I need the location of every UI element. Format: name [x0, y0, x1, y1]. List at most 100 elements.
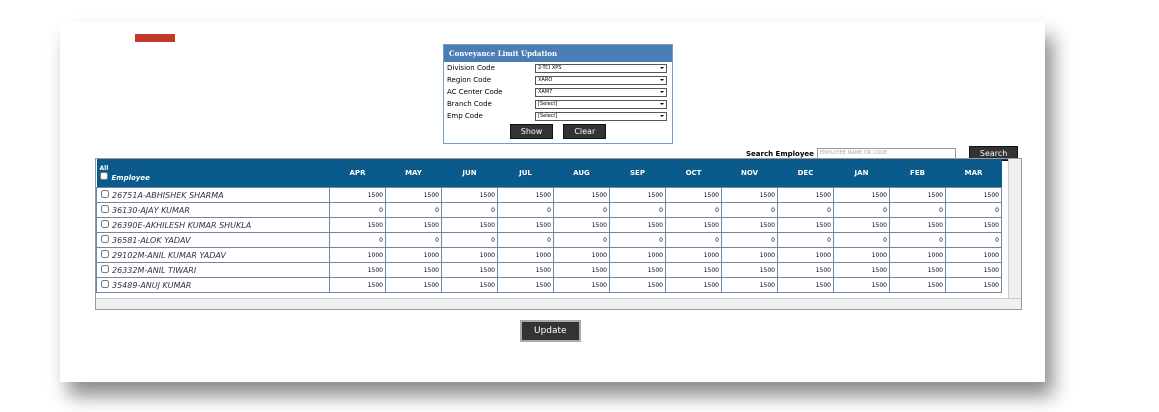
limit-input[interactable]: 0 [385, 202, 442, 218]
limit-input[interactable]: 0 [329, 202, 386, 218]
limit-input[interactable]: 0 [889, 232, 946, 248]
limit-input[interactable]: 1000 [665, 247, 722, 263]
limit-input[interactable]: 0 [833, 202, 890, 218]
limit-input[interactable]: 1500 [945, 217, 1002, 233]
limit-input[interactable]: 0 [945, 202, 1002, 218]
limit-input[interactable]: 1500 [553, 187, 610, 203]
field-select[interactable]: XARO [535, 75, 667, 85]
form-button[interactable]: Show [509, 124, 554, 139]
update-button[interactable]: Update [520, 320, 581, 342]
limit-input[interactable]: 1500 [665, 217, 722, 233]
limit-input[interactable]: 1500 [385, 187, 442, 203]
limit-input[interactable]: 0 [945, 232, 1002, 248]
limit-input[interactable]: 1500 [329, 217, 386, 233]
limit-input[interactable]: 1500 [609, 277, 666, 293]
limit-input[interactable]: 1500 [945, 277, 1002, 293]
limit-input[interactable]: 1500 [889, 187, 946, 203]
limit-input[interactable]: 0 [497, 232, 554, 248]
row-checkbox[interactable] [101, 250, 109, 258]
all-checkbox[interactable] [99, 171, 108, 180]
limit-input[interactable]: 1500 [385, 217, 442, 233]
vertical-scrollbar[interactable] [1008, 159, 1021, 299]
limit-input[interactable]: 1000 [553, 247, 610, 263]
limit-input[interactable]: 1500 [609, 217, 666, 233]
limit-input[interactable]: 1000 [441, 247, 498, 263]
limit-input[interactable]: 1000 [609, 247, 666, 263]
limit-input[interactable]: 1500 [833, 187, 890, 203]
limit-input[interactable]: 0 [441, 232, 498, 248]
horizontal-scrollbar[interactable] [96, 298, 1021, 309]
limit-input[interactable]: 1500 [553, 277, 610, 293]
limit-input[interactable]: 1500 [441, 277, 498, 293]
limit-input[interactable]: 1500 [945, 262, 1002, 278]
field-select[interactable]: XAM7 [535, 87, 667, 97]
row-checkbox[interactable] [101, 265, 109, 273]
limit-input[interactable]: 1500 [945, 187, 1002, 203]
limit-input[interactable]: 1000 [945, 247, 1002, 263]
limit-input[interactable]: 0 [665, 232, 722, 248]
row-checkbox[interactable] [101, 280, 109, 288]
limit-input[interactable]: 1500 [777, 217, 834, 233]
limit-input[interactable]: 1500 [497, 262, 554, 278]
limit-input[interactable]: 1500 [889, 262, 946, 278]
limit-input[interactable]: 1500 [385, 262, 442, 278]
limit-input[interactable]: 0 [385, 232, 442, 248]
limit-input[interactable]: 0 [553, 202, 610, 218]
limit-input[interactable]: 1500 [497, 187, 554, 203]
row-checkbox[interactable] [101, 205, 109, 213]
limit-input[interactable]: 1000 [777, 247, 834, 263]
limit-input[interactable]: 1500 [777, 187, 834, 203]
limit-input[interactable]: 0 [777, 202, 834, 218]
limit-input[interactable]: 0 [833, 232, 890, 248]
limit-input[interactable]: 1500 [721, 217, 778, 233]
limit-input[interactable]: 1500 [665, 262, 722, 278]
row-checkbox[interactable] [101, 220, 109, 228]
limit-input[interactable]: 0 [329, 232, 386, 248]
limit-input[interactable]: 1500 [777, 277, 834, 293]
form-button[interactable]: Clear [563, 124, 607, 139]
field-select[interactable]: [Select] [535, 111, 667, 121]
limit-input[interactable]: 1500 [329, 262, 386, 278]
limit-input[interactable]: 0 [497, 202, 554, 218]
limit-input[interactable]: 0 [721, 202, 778, 218]
limit-input[interactable]: 1500 [441, 187, 498, 203]
limit-input[interactable]: 1500 [497, 217, 554, 233]
row-checkbox[interactable] [101, 190, 109, 198]
limit-input[interactable]: 1500 [665, 187, 722, 203]
limit-input[interactable]: 1500 [833, 277, 890, 293]
limit-input[interactable]: 1000 [497, 247, 554, 263]
limit-input[interactable]: 1500 [889, 277, 946, 293]
limit-input[interactable]: 0 [609, 232, 666, 248]
field-select[interactable]: [Select] [535, 99, 667, 109]
limit-input[interactable]: 0 [721, 232, 778, 248]
limit-input[interactable]: 1500 [721, 277, 778, 293]
limit-input[interactable]: 0 [777, 232, 834, 248]
limit-input[interactable]: 1500 [889, 217, 946, 233]
limit-input[interactable]: 0 [441, 202, 498, 218]
limit-input[interactable]: 1500 [385, 277, 442, 293]
limit-input[interactable]: 1500 [441, 262, 498, 278]
limit-input[interactable]: 1500 [777, 262, 834, 278]
limit-input[interactable]: 1500 [497, 277, 554, 293]
limit-input[interactable]: 1000 [889, 247, 946, 263]
limit-input[interactable]: 1500 [329, 187, 386, 203]
limit-input[interactable]: 1500 [329, 277, 386, 293]
field-select[interactable]: 2-TCI XPS [535, 63, 667, 73]
limit-input[interactable]: 1000 [721, 247, 778, 263]
limit-input[interactable]: 1500 [721, 187, 778, 203]
limit-input[interactable]: 1500 [441, 217, 498, 233]
limit-input[interactable]: 1000 [329, 247, 386, 263]
limit-input[interactable]: 1500 [553, 262, 610, 278]
limit-input[interactable]: 1500 [609, 187, 666, 203]
limit-input[interactable]: 1000 [833, 247, 890, 263]
limit-input[interactable]: 1500 [833, 262, 890, 278]
limit-input[interactable]: 0 [553, 232, 610, 248]
limit-input[interactable]: 0 [889, 202, 946, 218]
limit-input[interactable]: 0 [665, 202, 722, 218]
limit-input[interactable]: 1000 [385, 247, 442, 263]
row-checkbox[interactable] [101, 235, 109, 243]
limit-input[interactable]: 0 [609, 202, 666, 218]
limit-input[interactable]: 1500 [721, 262, 778, 278]
limit-input[interactable]: 1500 [833, 217, 890, 233]
limit-input[interactable]: 1500 [609, 262, 666, 278]
